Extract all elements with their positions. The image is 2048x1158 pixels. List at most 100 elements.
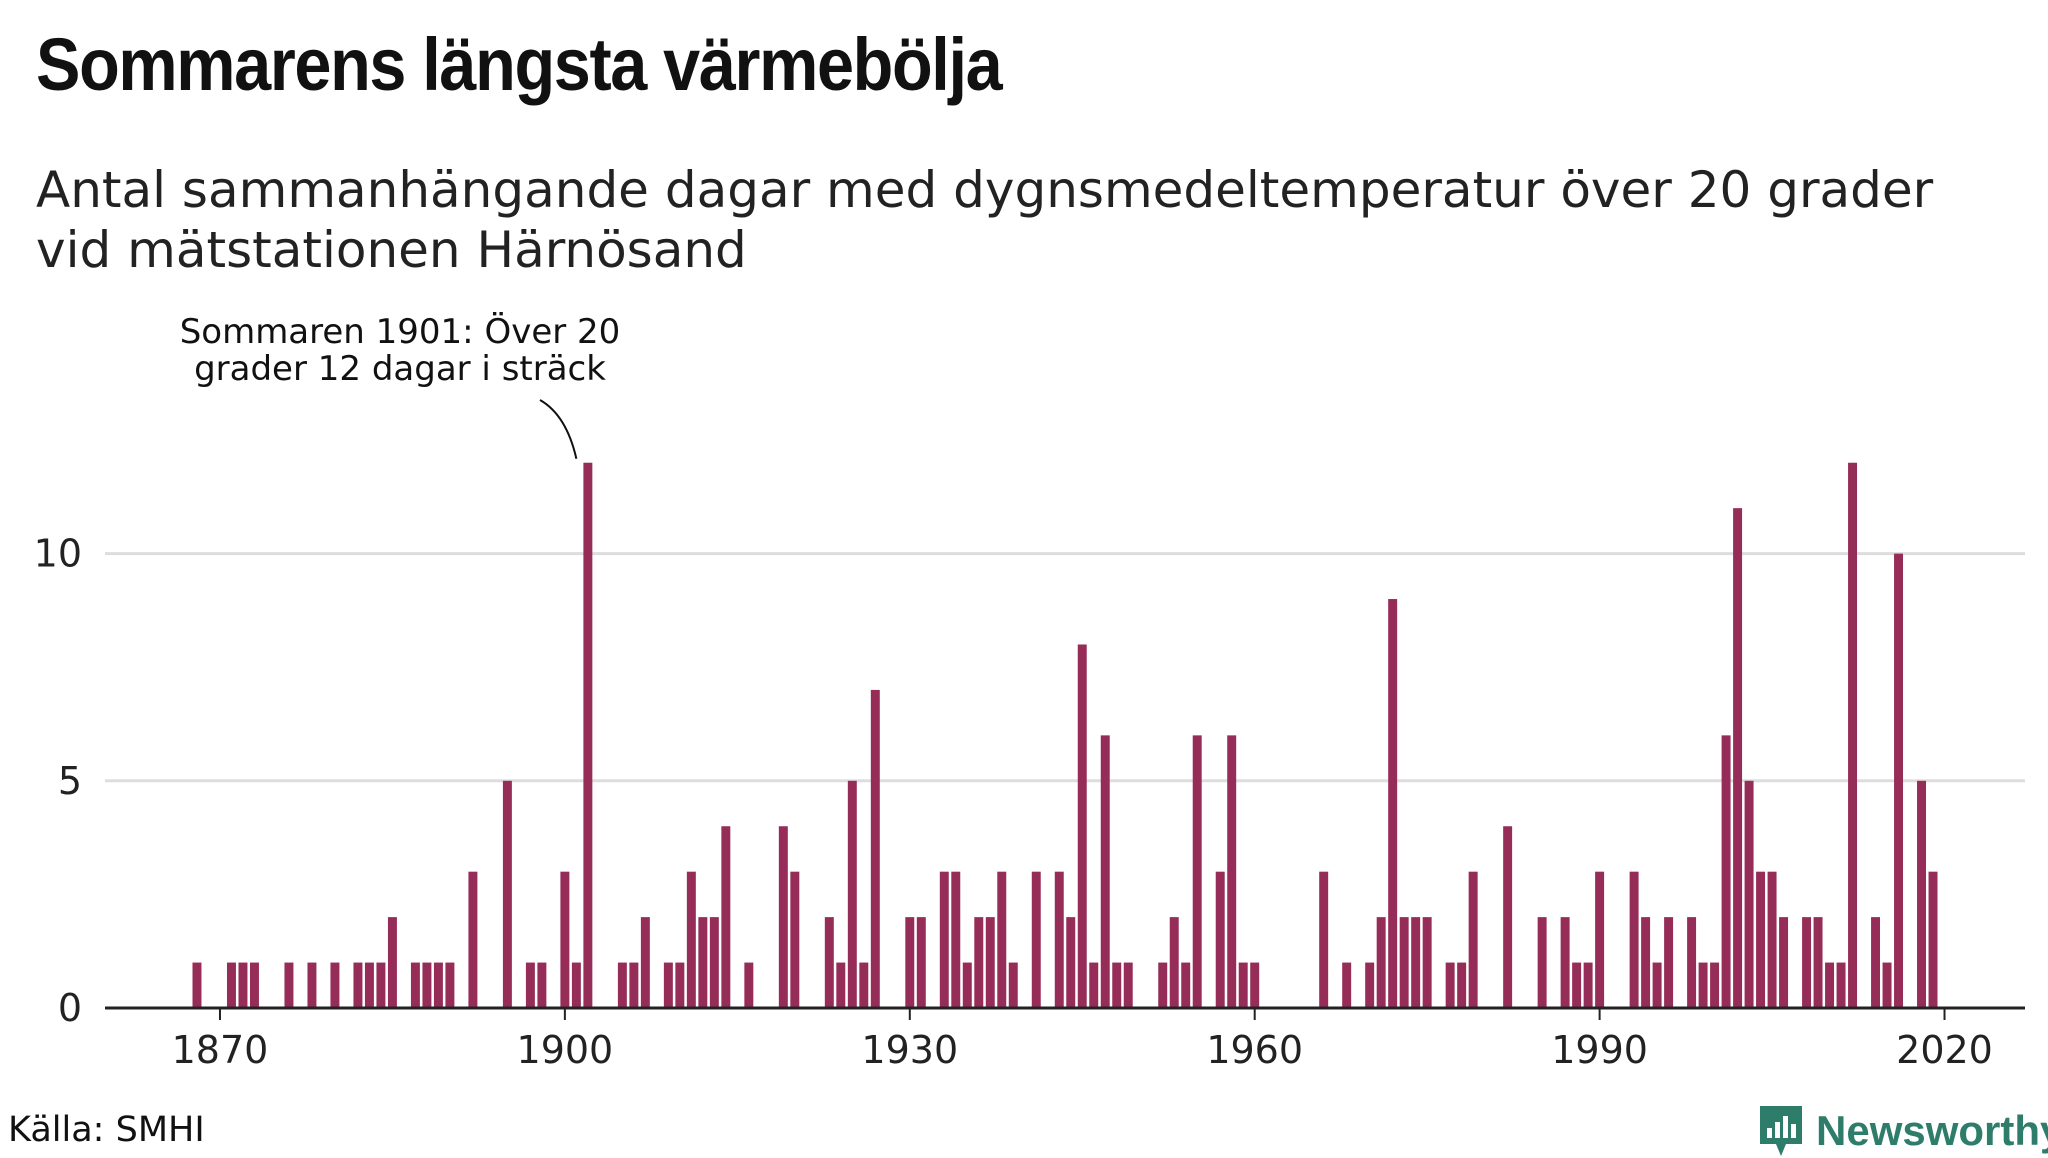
chart-title: Sommarens längsta värmebölja — [36, 23, 1003, 106]
bar — [1411, 917, 1421, 1008]
bar — [1572, 962, 1582, 1008]
bar — [560, 871, 570, 1008]
bar — [238, 962, 248, 1008]
bar — [537, 962, 547, 1008]
bar — [1238, 962, 1248, 1008]
bar — [1560, 917, 1570, 1008]
bar — [330, 962, 340, 1008]
bar — [675, 962, 685, 1008]
bar — [422, 962, 432, 1008]
bar — [1468, 871, 1478, 1008]
bar — [916, 917, 926, 1008]
bar — [1595, 871, 1605, 1008]
bar — [985, 917, 995, 1008]
bar — [1077, 644, 1087, 1008]
bar — [1802, 917, 1812, 1008]
bar — [1583, 962, 1593, 1008]
annotation-text-line: grader 12 dagar i sträck — [194, 349, 606, 389]
bar — [790, 871, 800, 1008]
newsworthy-logo-icon — [1760, 1106, 1802, 1156]
bar — [1445, 962, 1455, 1008]
bar — [1388, 599, 1398, 1008]
bar — [640, 917, 650, 1008]
bar — [1664, 917, 1674, 1008]
bar — [824, 917, 834, 1008]
bar — [709, 917, 719, 1008]
bar — [1031, 871, 1041, 1008]
bar — [1457, 962, 1467, 1008]
bar — [192, 962, 202, 1008]
bar — [1721, 735, 1731, 1008]
bar — [1767, 871, 1777, 1008]
bar — [721, 826, 731, 1008]
bar — [939, 871, 949, 1008]
bar — [1744, 780, 1754, 1008]
bar — [1836, 962, 1846, 1008]
bar — [249, 962, 259, 1008]
bar — [571, 962, 581, 1008]
bar — [1227, 735, 1237, 1008]
gridlines — [105, 552, 2025, 783]
bar — [1848, 462, 1858, 1009]
bar — [1422, 917, 1432, 1008]
x-tick-label: 1990 — [1551, 1028, 1648, 1072]
bar — [1629, 871, 1639, 1008]
x-tick-label: 1960 — [1206, 1028, 1303, 1072]
bar — [836, 962, 846, 1008]
bar — [307, 962, 317, 1008]
bars — [192, 462, 1938, 1009]
bar — [1813, 917, 1823, 1008]
axes: 0 5 10 1870 1900 1930 1960 1990 2020 — [34, 532, 2025, 1072]
x-tick-label: 1870 — [172, 1028, 269, 1072]
chart-subtitle: Antal sammanhängande dagar med dygnsmede… — [36, 161, 1934, 279]
bar — [1181, 962, 1191, 1008]
bar — [1008, 962, 1018, 1008]
bar — [1319, 871, 1329, 1008]
bar — [663, 962, 673, 1008]
bar — [1537, 917, 1547, 1008]
bar — [433, 962, 443, 1008]
annotation-text-line: Sommaren 1901: Över 20 — [180, 311, 621, 352]
bar — [1399, 917, 1409, 1008]
bar — [1100, 735, 1110, 1008]
bar — [353, 962, 363, 1008]
bar — [583, 462, 593, 1009]
bar — [744, 962, 754, 1008]
bar — [951, 871, 961, 1008]
bar — [226, 962, 236, 1008]
bar — [1066, 917, 1076, 1008]
bar — [629, 962, 639, 1008]
bar — [962, 962, 972, 1008]
bar — [1158, 962, 1168, 1008]
bar — [1733, 508, 1743, 1008]
bar — [974, 917, 984, 1008]
bar — [410, 962, 420, 1008]
bar — [905, 917, 915, 1008]
bar — [1710, 962, 1720, 1008]
bar — [778, 826, 788, 1008]
bar — [1089, 962, 1099, 1008]
source-note: Källa: SMHI — [8, 1110, 205, 1150]
y-tick-label: 0 — [58, 986, 82, 1030]
bar — [1871, 917, 1881, 1008]
bar — [1192, 735, 1202, 1008]
bar — [1756, 871, 1766, 1008]
bar — [525, 962, 535, 1008]
bar — [870, 689, 880, 1008]
bar — [1503, 826, 1513, 1008]
bar — [1376, 917, 1386, 1008]
x-tick-label: 1930 — [861, 1028, 958, 1072]
bar — [847, 780, 857, 1008]
bar — [686, 871, 696, 1008]
bar — [1342, 962, 1352, 1008]
bar — [1641, 917, 1651, 1008]
bar — [1894, 553, 1904, 1008]
bar — [387, 917, 397, 1008]
bar — [1054, 871, 1064, 1008]
bar — [468, 871, 478, 1008]
bar — [1779, 917, 1789, 1008]
y-tick-label: 5 — [58, 759, 82, 803]
bar — [1250, 962, 1260, 1008]
